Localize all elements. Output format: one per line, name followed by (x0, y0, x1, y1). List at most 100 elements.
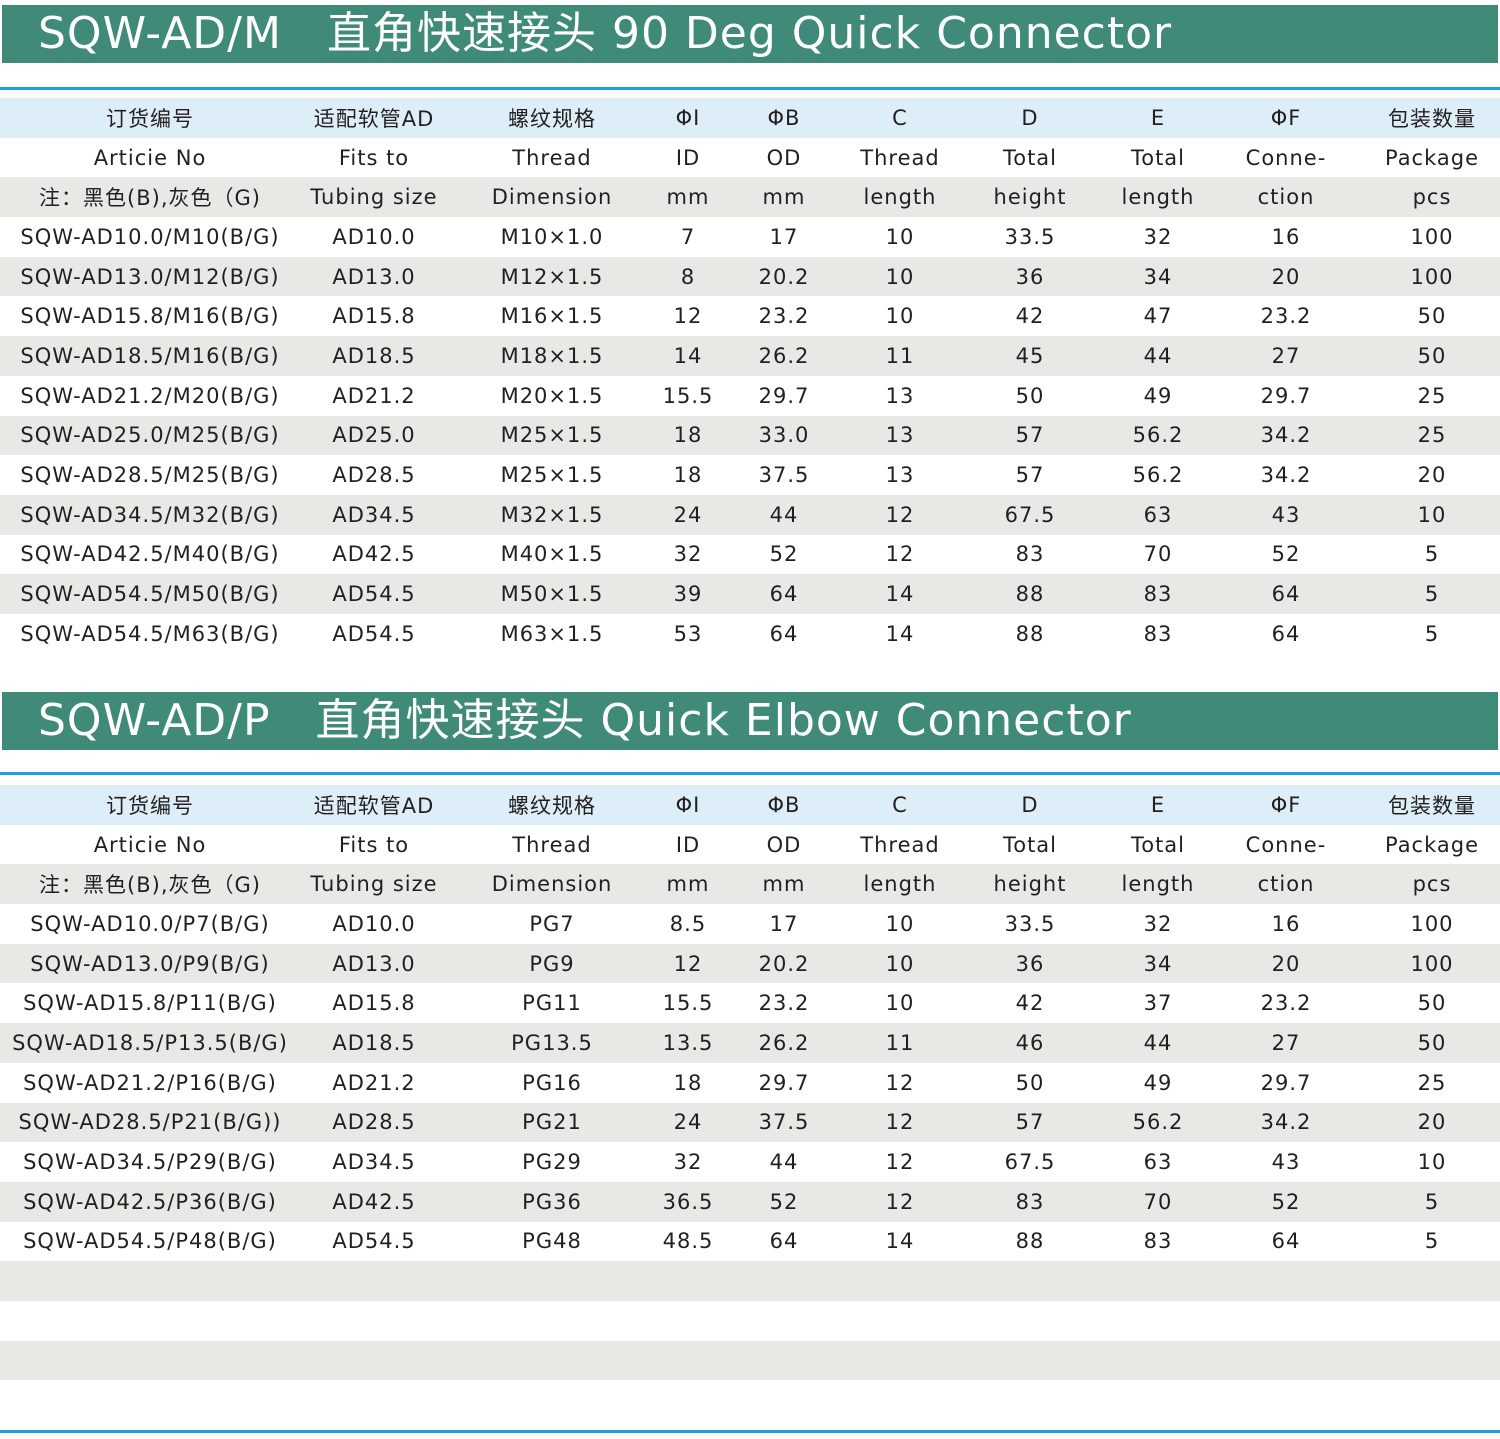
cell: 50 (1015, 1070, 1045, 1095)
cell: PG29 (522, 1150, 582, 1175)
cell: AD28.5 (332, 463, 416, 488)
cell: 50 (1364, 336, 1500, 376)
cell: 20 (1208, 943, 1364, 984)
cell: SQW-AD10.0/P7(B/G) (30, 911, 270, 936)
table-row: SQW-AD15.8/M16(B/G) AD15.8 M16×1.5 12 23.2 10… (0, 296, 1500, 336)
cell: Total (1130, 832, 1186, 857)
cell: M63×1.5 (500, 621, 604, 646)
cell: 63 (1108, 494, 1208, 535)
cell: 83 (1015, 542, 1045, 567)
cell: 5 (1424, 1229, 1440, 1254)
cell: ΦF (1208, 98, 1364, 138)
cell: SQW-AD10.0/M10(B/G) (20, 224, 280, 249)
cell: 49 (1143, 1070, 1173, 1095)
cell: 23.2 (758, 991, 810, 1016)
cell: 20.2 (720, 943, 848, 984)
header-row: 订货编号 适配软管AD 螺纹规格 ΦI ΦB C D E ΦF 包装数量 (0, 98, 1500, 138)
cell (720, 1380, 848, 1420)
cell: height (952, 864, 1108, 905)
cell (448, 1261, 656, 1301)
cell (656, 1261, 720, 1301)
cell: 10 (848, 943, 952, 984)
cell (300, 1380, 448, 1420)
cell: 39 (656, 574, 720, 614)
cell: 17 (769, 911, 799, 936)
cell: AD18.5 (300, 1023, 448, 1063)
cell: 螺纹规格 (448, 98, 656, 138)
table-row: SQW-AD54.5/M63(B/G) AD54.5 M63×1.5 53 64 14 88… (0, 614, 1500, 654)
cell: 64 (769, 1229, 799, 1254)
cell: Package (1384, 832, 1480, 857)
cell: C (848, 785, 952, 825)
cell: OD (766, 145, 802, 170)
cell: 20.2 (720, 256, 848, 297)
cell: 29.7 (1260, 1070, 1312, 1095)
cell: C (848, 98, 952, 138)
empty-row (0, 1261, 1500, 1301)
cell: 16 (1271, 224, 1301, 249)
cell: 64 (1208, 574, 1364, 614)
cell: AD54.5 (332, 1229, 416, 1254)
cell: 83 (1108, 574, 1208, 614)
cell: 56.2 (1132, 463, 1184, 488)
cell (848, 1380, 952, 1420)
cell: 12 (673, 304, 703, 329)
cell: pcs (1364, 177, 1500, 218)
cell: PG16 (522, 1070, 582, 1095)
cell (0, 1261, 300, 1301)
cell: ΦB (720, 785, 848, 825)
cell: 56.2 (1108, 1102, 1208, 1143)
cell: 100 (1410, 911, 1454, 936)
cell: 44 (1108, 1023, 1208, 1063)
cell: 8 (656, 256, 720, 297)
cell: AD42.5 (300, 1181, 448, 1222)
cell: 适配软管AD (300, 98, 448, 138)
cell: Tubing size (300, 177, 448, 218)
cell: 57 (1015, 463, 1045, 488)
cell: 24 (656, 494, 720, 535)
cell (300, 1301, 448, 1341)
cell (1208, 1261, 1364, 1301)
cell: 53 (673, 621, 703, 646)
cell: 25 (1417, 1070, 1447, 1095)
cell: 5 (1364, 1181, 1500, 1222)
cell: Thread (512, 832, 592, 857)
cell: 42 (1015, 304, 1045, 329)
cell (1364, 1380, 1500, 1420)
cell: SQW-AD54.5/M50(B/G) (0, 574, 300, 614)
cell (1108, 1380, 1208, 1420)
cell (1364, 1261, 1500, 1301)
cell: 52 (1208, 1181, 1364, 1222)
cell: 100 (1410, 224, 1454, 249)
cell (448, 1340, 656, 1381)
cell: 包装数量 (1364, 98, 1500, 138)
cell (448, 1301, 656, 1341)
cell: AD21.2 (332, 383, 416, 408)
cell: 64 (720, 574, 848, 614)
cell: AD10.0 (332, 911, 416, 936)
cell: 13 (885, 383, 915, 408)
cell: 17 (769, 224, 799, 249)
cell: PG36 (448, 1181, 656, 1222)
cell: ΦF (1208, 785, 1364, 825)
cell: 11 (848, 336, 952, 376)
cell: 33.5 (1004, 224, 1056, 249)
header-row: 注：黑色(B),灰色（G) Tubing size Dimension mm mm len… (0, 177, 1500, 218)
cell: SQW-AD34.5/M32(B/G) (0, 494, 300, 535)
cell: 70 (1143, 542, 1173, 567)
cell: AD18.5 (300, 336, 448, 376)
cell: 11 (848, 1023, 952, 1063)
cell: M25×1.5 (500, 463, 604, 488)
cell: 42 (1015, 991, 1045, 1016)
cell: 36 (952, 943, 1108, 984)
cell: 14 (885, 621, 915, 646)
cell: M25×1.5 (448, 415, 656, 456)
cell: Fits to (338, 145, 410, 170)
cell: M16×1.5 (500, 304, 604, 329)
cell (720, 1340, 848, 1381)
cell: 23.2 (758, 304, 810, 329)
cell: 23.2 (1260, 991, 1312, 1016)
cell (656, 1340, 720, 1381)
cell: AD42.5 (332, 542, 416, 567)
cell: 44 (769, 1150, 799, 1175)
